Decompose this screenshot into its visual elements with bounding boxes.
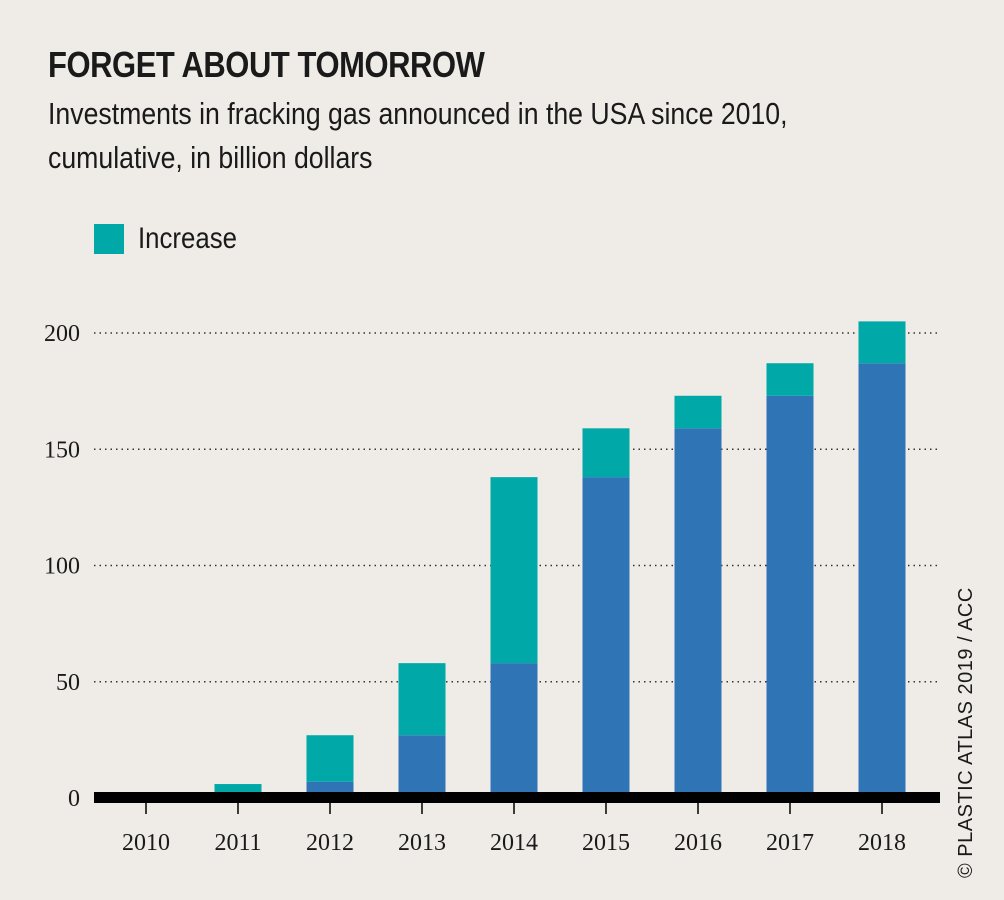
y-tick-label-200: 200 bbox=[44, 321, 80, 347]
x-tick-label-2017: 2017 bbox=[766, 830, 814, 856]
bar-increase-2016 bbox=[674, 395, 722, 429]
chart-subtitle: Investments in fracking gas announced in… bbox=[48, 92, 788, 180]
x-tick-label-2011: 2011 bbox=[214, 830, 261, 856]
y-tick-label-100: 100 bbox=[44, 554, 80, 580]
x-axis-baseline bbox=[94, 792, 940, 803]
bar-base-2013 bbox=[398, 735, 446, 798]
chart-title: FORGET ABOUT TOMORROW bbox=[48, 44, 485, 85]
bar-base-2014 bbox=[490, 663, 538, 798]
x-tick-label-2014: 2014 bbox=[490, 830, 538, 856]
x-tick-label-2010: 2010 bbox=[122, 830, 170, 856]
x-tick-label-2018: 2018 bbox=[858, 830, 906, 856]
bar-increase-2017 bbox=[766, 363, 814, 396]
y-tick-label-150: 150 bbox=[44, 437, 80, 463]
x-tick-label-2015: 2015 bbox=[582, 830, 630, 856]
bar-increase-2014 bbox=[490, 477, 538, 664]
bar-increase-2012 bbox=[306, 735, 354, 782]
y-tick-label-50: 50 bbox=[56, 670, 80, 696]
legend-label-increase: Increase bbox=[138, 222, 237, 255]
y-tick-label-0: 0 bbox=[68, 786, 80, 812]
legend-swatch-increase bbox=[94, 224, 124, 254]
bar-base-2017 bbox=[766, 395, 814, 798]
x-tick-label-2013: 2013 bbox=[398, 830, 446, 856]
subtitle-line-2: cumulative, in billion dollars bbox=[48, 140, 373, 175]
bar-increase-2018 bbox=[858, 321, 906, 364]
subtitle-line-1: Investments in fracking gas announced in… bbox=[48, 96, 788, 131]
x-tick-label-2016: 2016 bbox=[674, 830, 722, 856]
bar-base-2016 bbox=[674, 428, 722, 798]
bar-increase-2013 bbox=[398, 663, 446, 736]
bar-increase-2015 bbox=[582, 428, 630, 478]
bar-base-2018 bbox=[858, 363, 906, 798]
bar-increase-2011 bbox=[214, 784, 262, 794]
credit-text: © PLASTIC ATLAS 2019 / ACC bbox=[955, 587, 977, 878]
bar-base-2015 bbox=[582, 477, 630, 798]
x-tick-label-2012: 2012 bbox=[306, 830, 354, 856]
legend: Increase bbox=[94, 222, 253, 256]
